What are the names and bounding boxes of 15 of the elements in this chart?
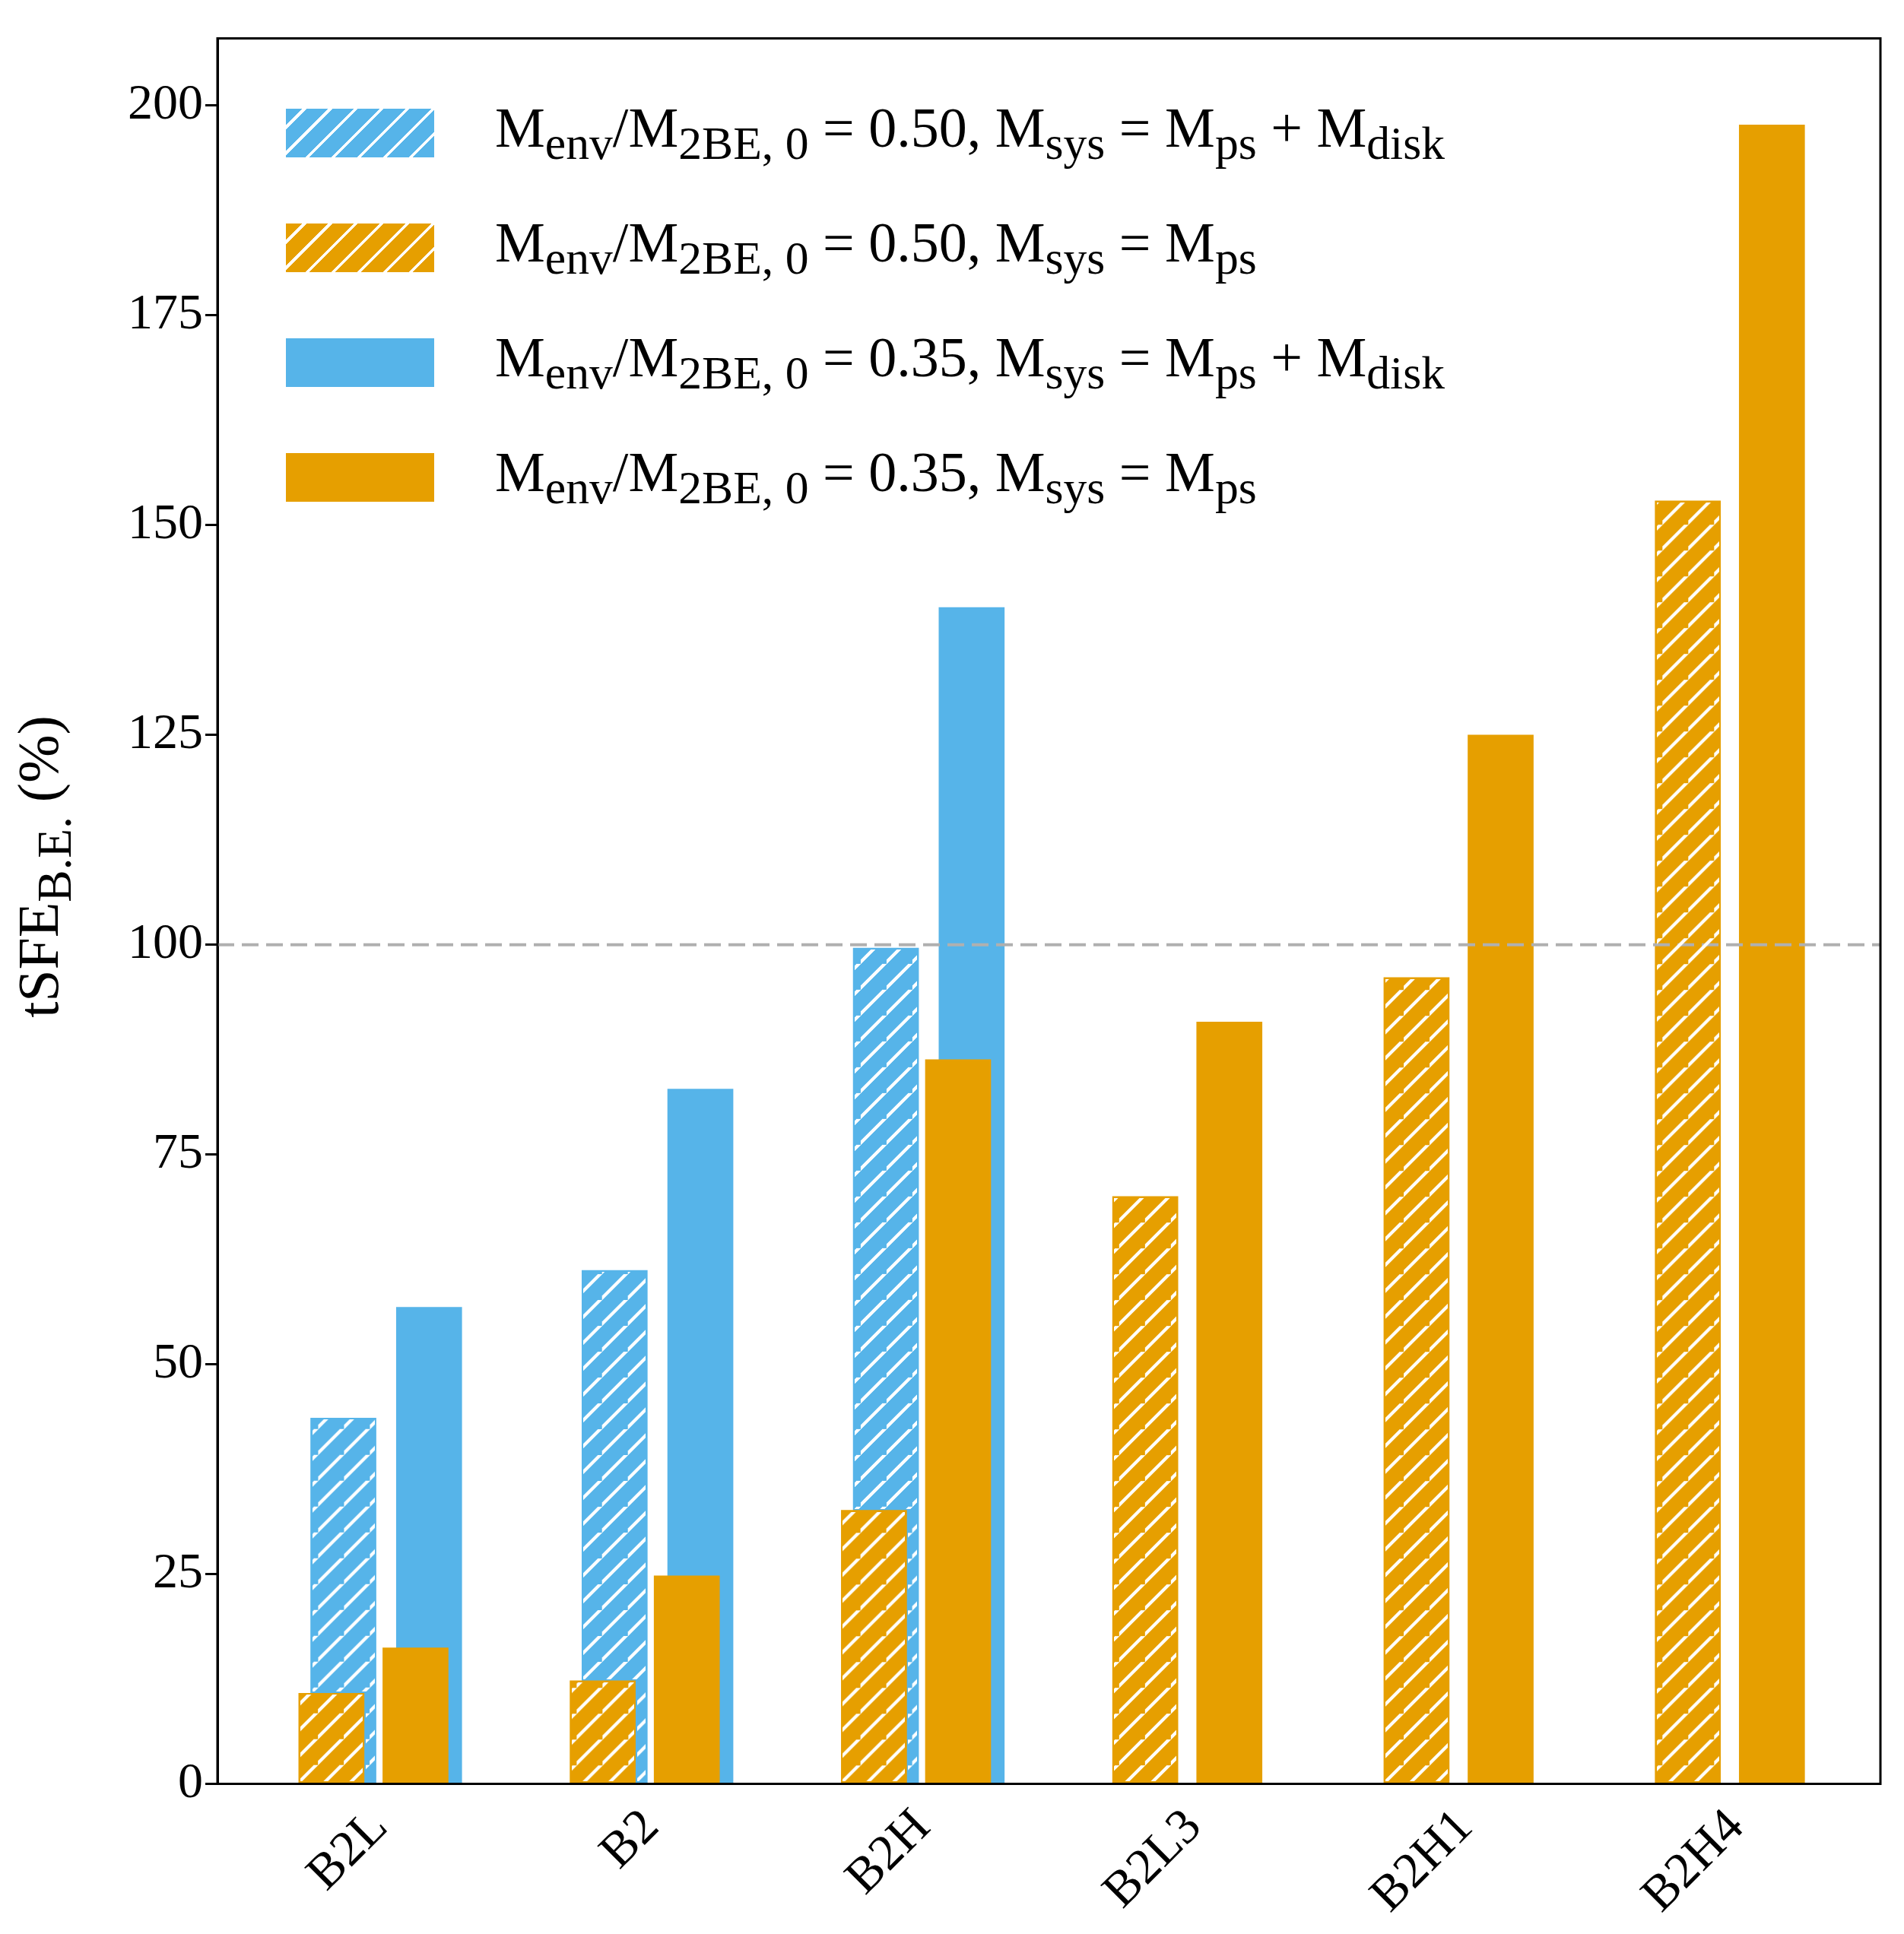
y-tick-label: 175 bbox=[128, 284, 203, 340]
y-tick-label: 200 bbox=[128, 74, 203, 130]
x-tick-label: B2 bbox=[587, 1797, 668, 1879]
text: M$_{env}$/M$_{2BE, 0}$ = 0.50, M$_{sys}$ = M$_{ps}$ + M$_{disk}$ bbox=[495, 96, 1445, 169]
y-tick-label: 25 bbox=[153, 1542, 203, 1598]
y-tick-label: 150 bbox=[128, 493, 203, 550]
x-tick-label: B2L bbox=[294, 1797, 398, 1900]
legend-label: M$_{env}$/M$_{2BE, 0}$ = 0.50, M$_{sys}$ = M$_{ps}$ bbox=[495, 210, 1257, 285]
y-tick-label: 0 bbox=[178, 1752, 203, 1808]
y-tick-label: 75 bbox=[153, 1122, 203, 1178]
y-tick-label: 50 bbox=[153, 1332, 203, 1388]
y-tick-label: 100 bbox=[128, 913, 203, 969]
y-tick-label: 125 bbox=[128, 703, 203, 759]
text: M$_{env}$/M$_{2BE, 0}$ = 0.35, M$_{sys}$ = M$_{ps}$ + M$_{disk}$ bbox=[495, 325, 1445, 398]
legend-label: M$_{env}$/M$_{2BE, 0}$ = 0.35, M$_{sys}$ = M$_{ps}$ bbox=[495, 439, 1257, 515]
